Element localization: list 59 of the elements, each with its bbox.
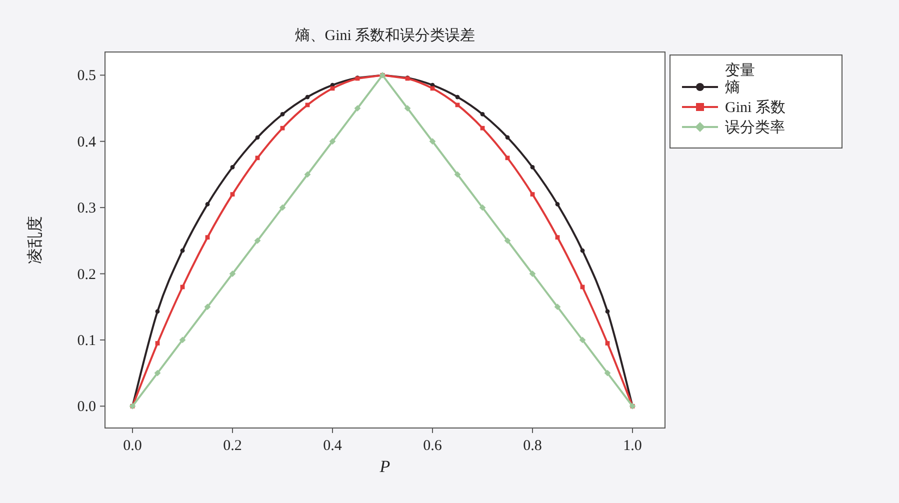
point — [304, 171, 311, 178]
point — [555, 235, 560, 240]
point — [530, 164, 535, 170]
point — [530, 192, 535, 197]
y-tick-label: 0.5 — [77, 68, 96, 84]
y-tick-label: 0.2 — [77, 266, 96, 283]
legend-label: Gini 系数 — [725, 99, 786, 116]
x-tick-label: 0.6 — [423, 438, 442, 454]
point — [454, 171, 461, 178]
point — [205, 202, 210, 206]
point — [605, 341, 610, 346]
y-tick-label: 0.4 — [77, 134, 96, 150]
x-tick-label: 1.0 — [623, 438, 642, 454]
point — [430, 86, 435, 91]
point — [254, 237, 261, 244]
y-axis-title: 凌乱度 — [26, 216, 44, 264]
point — [604, 370, 611, 376]
point — [429, 138, 436, 145]
point — [554, 304, 561, 310]
legend-label: 熵 — [725, 79, 740, 96]
point — [279, 204, 286, 211]
point — [280, 112, 285, 116]
point — [555, 202, 560, 206]
point — [329, 138, 336, 145]
point — [179, 336, 186, 344]
legend-label: 误分类率 — [725, 119, 785, 136]
point — [480, 126, 485, 130]
y-tick-label: 0.3 — [77, 200, 96, 217]
point — [579, 336, 586, 344]
point — [154, 370, 161, 376]
x-tick-label: 0.8 — [523, 438, 542, 454]
legend-title: 变量 — [725, 62, 755, 79]
point — [480, 112, 485, 116]
x-axis-title: P — [378, 457, 390, 476]
point — [230, 192, 235, 197]
point — [255, 135, 260, 140]
point — [280, 126, 285, 130]
point — [180, 248, 185, 253]
y-tick-label: 0.0 — [77, 399, 96, 416]
point — [455, 94, 460, 100]
point — [479, 204, 486, 211]
x-tick-label: 0.4 — [323, 438, 342, 454]
point — [155, 309, 160, 314]
x-tick-label: 0.0 — [123, 438, 142, 454]
point — [580, 248, 585, 253]
point — [505, 135, 510, 140]
point — [204, 304, 211, 310]
point — [505, 156, 510, 160]
point — [205, 235, 210, 240]
point — [230, 164, 235, 170]
x-tick-label: 0.2 — [223, 438, 242, 454]
point — [504, 237, 511, 244]
chart-title: 熵、Gini 系数和误分类误差 — [294, 27, 476, 44]
point — [305, 94, 310, 100]
point — [255, 156, 260, 160]
point — [330, 86, 335, 91]
point — [155, 341, 160, 346]
point — [605, 309, 610, 314]
y-tick-label: 0.1 — [77, 332, 96, 349]
